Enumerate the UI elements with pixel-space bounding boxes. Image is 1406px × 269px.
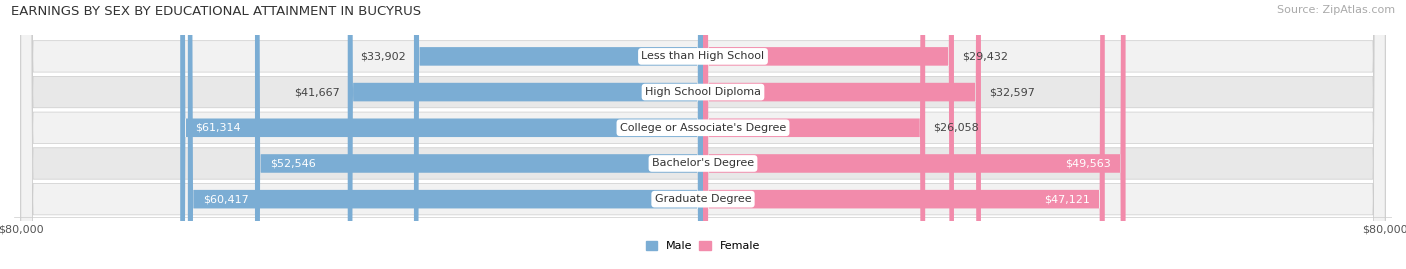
Text: $49,563: $49,563 xyxy=(1064,158,1111,168)
Text: High School Diploma: High School Diploma xyxy=(645,87,761,97)
Text: $60,417: $60,417 xyxy=(202,194,249,204)
Text: $61,314: $61,314 xyxy=(195,123,240,133)
Text: $47,121: $47,121 xyxy=(1043,194,1090,204)
FancyBboxPatch shape xyxy=(188,0,703,269)
Text: $41,667: $41,667 xyxy=(294,87,339,97)
Text: Graduate Degree: Graduate Degree xyxy=(655,194,751,204)
Text: College or Associate's Degree: College or Associate's Degree xyxy=(620,123,786,133)
FancyBboxPatch shape xyxy=(180,0,703,269)
Legend: Male, Female: Male, Female xyxy=(641,236,765,256)
Text: $32,597: $32,597 xyxy=(990,87,1035,97)
FancyBboxPatch shape xyxy=(703,0,1105,269)
FancyBboxPatch shape xyxy=(21,0,1385,269)
FancyBboxPatch shape xyxy=(703,0,1126,269)
Text: $33,902: $33,902 xyxy=(360,51,406,61)
Text: EARNINGS BY SEX BY EDUCATIONAL ATTAINMENT IN BUCYRUS: EARNINGS BY SEX BY EDUCATIONAL ATTAINMEN… xyxy=(11,5,422,18)
Text: Less than High School: Less than High School xyxy=(641,51,765,61)
FancyBboxPatch shape xyxy=(21,0,1385,269)
FancyBboxPatch shape xyxy=(703,0,953,269)
Text: Source: ZipAtlas.com: Source: ZipAtlas.com xyxy=(1277,5,1395,15)
Text: $26,058: $26,058 xyxy=(934,123,979,133)
FancyBboxPatch shape xyxy=(703,0,925,269)
FancyBboxPatch shape xyxy=(703,0,981,269)
Text: $52,546: $52,546 xyxy=(270,158,316,168)
Text: Bachelor's Degree: Bachelor's Degree xyxy=(652,158,754,168)
FancyBboxPatch shape xyxy=(21,0,1385,269)
Text: $29,432: $29,432 xyxy=(962,51,1008,61)
FancyBboxPatch shape xyxy=(347,0,703,269)
FancyBboxPatch shape xyxy=(21,0,1385,269)
FancyBboxPatch shape xyxy=(21,0,1385,269)
FancyBboxPatch shape xyxy=(413,0,703,269)
FancyBboxPatch shape xyxy=(254,0,703,269)
